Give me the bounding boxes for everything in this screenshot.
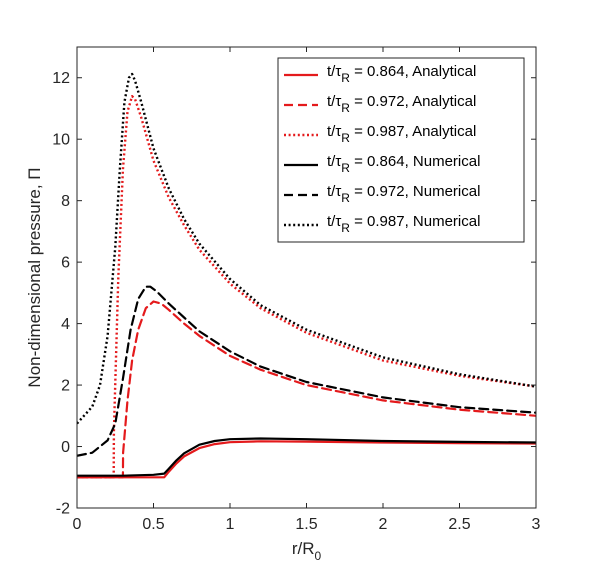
legend-label-suffix: = 0.864, Analytical [350, 63, 476, 80]
y-tick-label: -2 [56, 501, 70, 518]
y-axis-label: Non-dimensional pressure, Π [25, 167, 44, 387]
x-tick-label: 0 [73, 516, 82, 533]
legend-label-1: t/τR = 0.864, Analytical [327, 63, 476, 85]
x-tick-label: 0.5 [142, 516, 164, 533]
legend-label-prefix: t/τ [327, 213, 341, 230]
y-tick-label: 8 [61, 193, 70, 210]
legend-label-subscript: R [341, 161, 350, 175]
series-line-6 [77, 72, 536, 425]
legend-label-suffix: = 0.987, Analytical [350, 123, 476, 140]
legend-label-suffix: = 0.987, Numerical [350, 213, 480, 230]
x-tick-label: 2.5 [448, 516, 470, 533]
x-tick-label: 1 [226, 516, 235, 533]
legend-label-prefix: t/τ [327, 93, 341, 110]
y-tick-label: 0 [61, 439, 70, 456]
legend-label-subscript: R [341, 191, 350, 205]
legend-label-suffix: = 0.972, Analytical [350, 93, 476, 110]
y-tick-label: 12 [52, 70, 70, 87]
legend-label-prefix: t/τ [327, 183, 341, 200]
y-tick-label: 6 [61, 255, 70, 272]
axes: 0 0.5 1 1.5 2 2.5 3-2024681012r/R0Non-dimensio… [25, 46, 541, 563]
x-tick-label: 2 [379, 516, 388, 533]
series-line-4 [77, 437, 536, 477]
series-line-1 [77, 440, 536, 479]
legend-label-subscript: R [341, 131, 350, 145]
legend-label-subscript: R [341, 221, 350, 235]
y-tick-label: 4 [61, 316, 70, 333]
legend-label-subscript: R [341, 71, 350, 85]
x-axis-label: r/R0 [292, 539, 322, 563]
legend-label-prefix: t/τ [327, 153, 341, 170]
series-line-5 [77, 285, 536, 457]
legend-label-prefix: t/τ [327, 123, 341, 140]
y-tick-label: 10 [52, 132, 70, 149]
series-line-3 [77, 94, 536, 479]
legend-box [277, 57, 525, 243]
legend-label-5: t/τR = 0.972, Numerical [327, 183, 480, 205]
legend-label-suffix: = 0.972, Numerical [350, 183, 480, 200]
legend-label-prefix: t/τ [327, 63, 341, 80]
legend-label-subscript: R [341, 101, 350, 115]
legend-label-2: t/τR = 0.972, Analytical [327, 93, 476, 115]
series-lines [77, 72, 536, 479]
plot-area [77, 72, 536, 479]
legend-label-6: t/τR = 0.987, Numerical [327, 213, 480, 235]
x-axis-label-main: r/R [292, 539, 315, 558]
x-tick-label: 1.5 [295, 516, 317, 533]
series-line-2 [77, 300, 536, 479]
legend-label-suffix: = 0.864, Numerical [350, 153, 480, 170]
x-tick-label: 3 [532, 516, 541, 533]
legend-label-3: t/τR = 0.987, Analytical [327, 123, 476, 145]
legend-label-4: t/τR = 0.864, Numerical [327, 153, 480, 175]
x-axis-label-subscript: 0 [314, 549, 321, 563]
y-tick-label: 2 [61, 378, 70, 395]
